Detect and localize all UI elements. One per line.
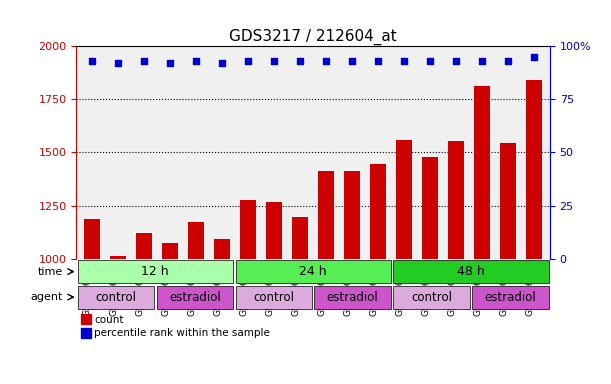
Bar [397,140,412,384]
Text: control: control [95,291,136,304]
Point [529,54,539,60]
Point [269,58,279,64]
FancyBboxPatch shape [235,286,312,309]
Bar [500,143,516,384]
Bar [370,164,386,384]
Point [452,58,461,64]
Text: 12 h: 12 h [142,265,169,278]
FancyBboxPatch shape [78,286,154,309]
Point [243,58,253,64]
Bar [136,233,152,384]
FancyBboxPatch shape [472,286,549,309]
Bar [163,243,178,384]
Bar [527,80,542,384]
FancyBboxPatch shape [315,286,391,309]
Text: time: time [38,266,63,276]
Title: GDS3217 / 212604_at: GDS3217 / 212604_at [229,28,397,45]
FancyBboxPatch shape [393,286,470,309]
Point [347,58,357,64]
Point [113,60,123,66]
Point [139,58,149,64]
Bar [188,222,204,384]
Text: estradiol: estradiol [169,291,221,304]
Bar [448,141,464,384]
Point [321,58,331,64]
FancyBboxPatch shape [78,260,233,283]
FancyBboxPatch shape [156,286,233,309]
Text: agent: agent [31,292,63,302]
Bar [266,202,282,384]
Bar [110,256,126,384]
Point [503,58,513,64]
Text: control: control [411,291,452,304]
Point [87,58,97,64]
FancyBboxPatch shape [235,260,391,283]
Text: 24 h: 24 h [299,265,327,278]
Bar [345,170,360,384]
Point [373,58,383,64]
Point [191,58,201,64]
Bar [240,200,256,384]
Point [165,60,175,66]
Point [477,58,487,64]
Bar [318,170,334,384]
Legend: count, percentile rank within the sample: count, percentile rank within the sample [82,315,270,338]
Point [425,58,435,64]
FancyBboxPatch shape [393,260,549,283]
Point [400,58,409,64]
Point [295,58,305,64]
Point [217,60,227,66]
Text: 48 h: 48 h [457,265,485,278]
Bar [422,157,438,384]
Text: estradiol: estradiol [327,291,378,304]
Bar [292,217,308,384]
Bar [84,219,100,384]
Bar [475,86,490,384]
Text: control: control [253,291,294,304]
Bar [214,238,230,384]
Text: estradiol: estradiol [485,291,536,304]
